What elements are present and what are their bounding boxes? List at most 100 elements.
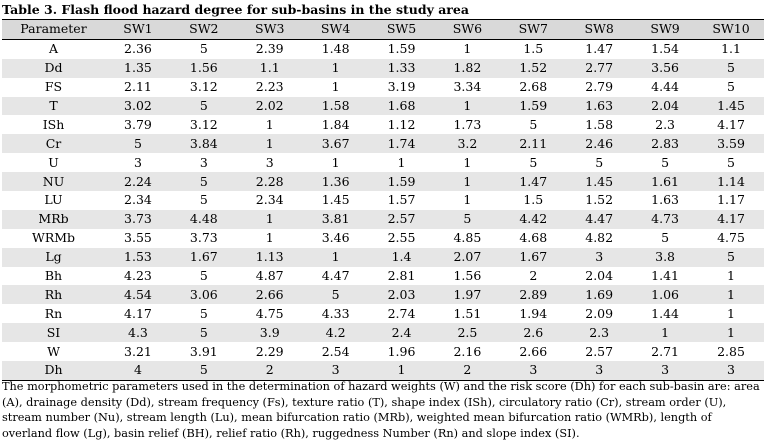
value-cell: 3 <box>500 361 567 381</box>
value-cell: 1.41 <box>651 268 679 284</box>
value-cell: 5 <box>302 285 369 305</box>
value-cell: 2.04 <box>585 268 614 284</box>
value-cell: 1.48 <box>321 41 350 57</box>
value-cell: 4.44 <box>651 79 679 95</box>
value-cell: 2.89 <box>500 285 567 305</box>
header-cell: SW5 <box>368 19 435 40</box>
value-cell: 3.55 <box>124 230 152 246</box>
table-row: MRb 3.73 4.48 1 3.81 2.57 5 4.42 4.47 4.73 4.17 <box>2 209 764 229</box>
header-cell: SW6 <box>434 19 501 40</box>
value-cell: 2.11 <box>500 134 567 154</box>
table-row: Rh 4.54 3.06 2.66 5 2.03 1.97 2.89 1.69 1.06 1 <box>2 285 764 305</box>
value-cell: 3 <box>133 154 142 170</box>
value-cell: 1 <box>236 134 303 154</box>
value-cell: 1.73 <box>453 116 482 132</box>
value-cell: 3.8 <box>632 247 699 267</box>
value-cell: 5 <box>727 79 735 95</box>
value-cell: 1 <box>302 247 369 267</box>
value-cell: 4.17 <box>124 305 152 321</box>
value-cell: 2.29 <box>255 343 284 359</box>
value-cell: 2.85 <box>717 343 745 359</box>
parameter-cell: U <box>48 154 59 170</box>
table-row: SI 4.3 5 3.9 4.2 2.4 2.5 2.6 2.3 1 1 <box>2 323 764 343</box>
table-row: Rn 4.17 5 4.75 4.33 2.74 1.51 1.94 2.09 1.44 1 <box>2 304 764 323</box>
header-cell: Parameter <box>2 19 105 40</box>
value-cell: 1.53 <box>105 247 171 267</box>
value-cell: 1.1 <box>236 58 303 78</box>
value-cell: 1.63 <box>566 96 633 116</box>
parameter-cell: A <box>48 41 59 57</box>
table-row: NU 2.24 5 2.28 1.36 1.59 1 1.47 1.45 1.61 1.14 <box>2 172 764 192</box>
value-cell: 2.34 <box>255 192 284 208</box>
value-cell: 1.06 <box>632 285 699 305</box>
value-cell: 3.06 <box>170 285 237 305</box>
value-cell: 1.47 <box>500 172 567 192</box>
table-row: Cr 5 3.84 1 3.67 1.74 3.2 2.11 2.46 2.83 3.59 <box>2 134 764 154</box>
value-cell: 2.39 <box>255 41 284 57</box>
value-cell: 2.5 <box>434 323 501 343</box>
value-cell: 1.69 <box>566 285 633 305</box>
value-cell: 1 <box>463 41 472 57</box>
value-cell: 3.56 <box>632 58 699 78</box>
value-cell: 2.09 <box>585 305 614 321</box>
value-cell: 3.91 <box>189 343 218 359</box>
value-cell: 1.58 <box>585 116 614 132</box>
value-cell: 1 <box>236 209 303 229</box>
value-cell: 2.28 <box>236 172 303 192</box>
hazard-table: Parameter SW1 SW2 SW3 SW4 SW5 SW6 SW7 SW… <box>2 19 764 381</box>
header-cell: SW2 <box>170 19 237 40</box>
table-body: A 2.36 5 2.39 1.48 1.59 1 1.5 1.47 1.54 1.1 Dd 1.35 1… <box>2 39 764 381</box>
value-cell: 1.5 <box>523 192 544 208</box>
value-cell: 1.45 <box>321 192 350 208</box>
value-cell: 3.21 <box>124 343 152 359</box>
value-cell: 3.12 <box>189 116 218 132</box>
value-cell: 3 <box>632 361 699 381</box>
value-cell: 4.23 <box>124 268 152 284</box>
table-caption: Table 3. Flash flood hazard degree for s… <box>2 2 469 17</box>
value-cell: 3 <box>566 247 633 267</box>
table-footnote: The morphometric parameters used in the … <box>2 380 760 440</box>
value-cell: 4.17 <box>698 209 764 229</box>
value-cell: 4.54 <box>105 285 171 305</box>
value-cell: 1.54 <box>651 41 679 57</box>
value-cell: 4.85 <box>453 230 482 246</box>
value-cell: 3 <box>566 361 633 381</box>
value-cell: 3.73 <box>189 230 218 246</box>
value-cell: 2.77 <box>566 58 633 78</box>
value-cell: 5 <box>661 154 670 170</box>
value-cell: 1.35 <box>105 58 171 78</box>
value-cell: 1.84 <box>321 116 350 132</box>
value-cell: 2.83 <box>632 134 699 154</box>
value-cell: 3.46 <box>321 230 350 246</box>
value-cell: 5 <box>595 154 604 170</box>
value-cell: 1 <box>302 58 369 78</box>
parameter-cell: Bh <box>44 268 63 284</box>
table-row: Dh 4 5 2 3 1 2 3 3 3 3 <box>2 361 764 381</box>
value-cell: 2.16 <box>453 343 482 359</box>
value-cell: 1 <box>463 192 472 208</box>
parameter-cell: T <box>2 96 105 116</box>
value-cell: 3.81 <box>302 209 369 229</box>
header-row: Parameter SW1 SW2 SW3 SW4 SW5 SW6 SW7 SW… <box>2 19 764 40</box>
parameter-cell: Cr <box>2 134 105 154</box>
value-cell: 2.46 <box>566 134 633 154</box>
value-cell: 1.82 <box>434 58 501 78</box>
value-cell: 2.66 <box>519 343 548 359</box>
value-cell: 4.47 <box>321 268 350 284</box>
value-cell: 1 <box>698 323 764 343</box>
value-cell: 3.73 <box>105 209 171 229</box>
value-cell: 5 <box>170 172 237 192</box>
value-cell: 2.6 <box>500 323 567 343</box>
value-cell: 5 <box>199 305 208 321</box>
header-cell: SW9 <box>632 19 699 40</box>
value-cell: 2.3 <box>655 116 676 132</box>
value-cell: 1.56 <box>170 58 237 78</box>
table-row: W 3.21 3.91 2.29 2.54 1.96 2.16 2.66 2.57 2.71 2.8… <box>2 342 764 361</box>
table-row: A 2.36 5 2.39 1.48 1.59 1 1.5 1.47 1.54 1.1 <box>2 39 764 58</box>
value-cell: 5 <box>434 209 501 229</box>
header-cell: SW10 <box>698 19 764 40</box>
value-cell: 1 <box>331 79 340 95</box>
parameter-cell: MRb <box>2 209 105 229</box>
value-cell: 3.9 <box>236 323 303 343</box>
